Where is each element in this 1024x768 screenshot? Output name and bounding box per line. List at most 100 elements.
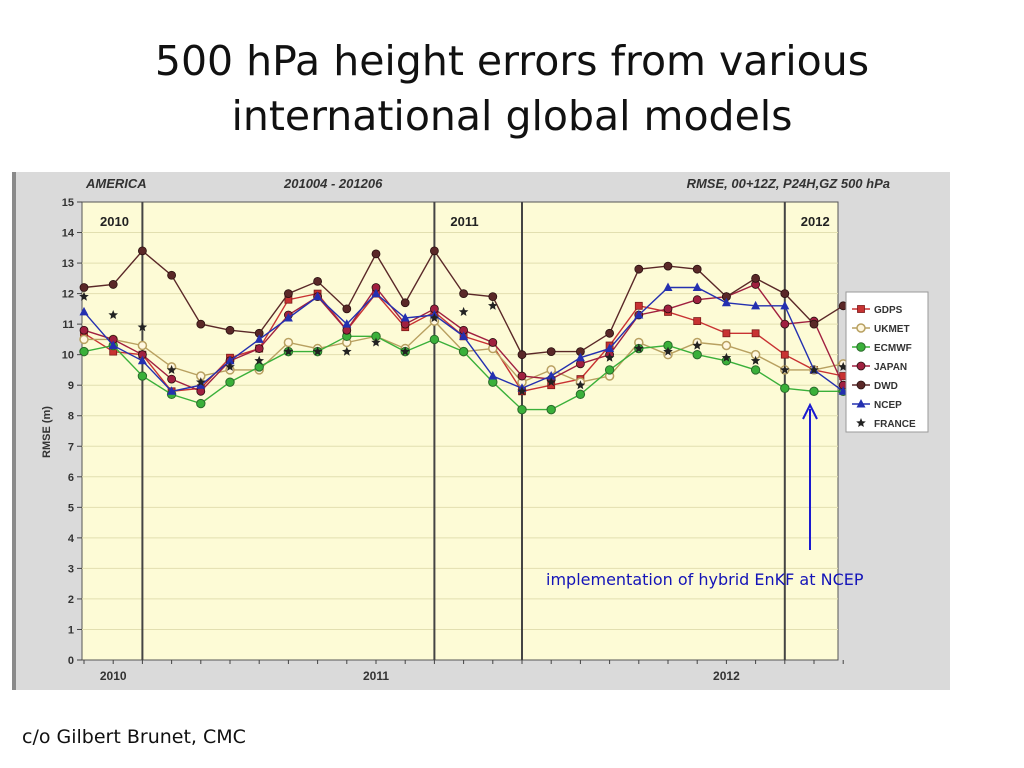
- data-point-dwd-15: [517, 350, 527, 360]
- data-point-ecmwf-18: [604, 365, 615, 375]
- data-point-ecmwf-6: [254, 362, 264, 372]
- data-point-france-1: [108, 310, 118, 319]
- data-point-ecmwf-2: [137, 371, 148, 381]
- data-point-ncep-19: [634, 309, 644, 319]
- chart-left-edge: [12, 172, 16, 690]
- y-tick-label-5: 5: [68, 502, 74, 514]
- data-point-france-16: [546, 377, 556, 387]
- data-point-dwd-3: [167, 270, 177, 280]
- data-point-ukmet-0: [79, 334, 89, 345]
- legend-marker-dwd: [856, 380, 866, 390]
- series-ncep: [79, 282, 848, 395]
- data-point-ncep-22: [721, 297, 731, 307]
- y-tick-label-12: 12: [62, 289, 74, 301]
- data-point-dwd-12: [429, 246, 439, 256]
- y-tick-label-1: 1: [68, 624, 74, 636]
- data-point-ncep-11: [400, 313, 410, 322]
- data-point-dwd-4: [196, 319, 206, 329]
- data-point-ncep-24: [780, 300, 790, 310]
- x-tick-label-2010: 2010: [100, 669, 127, 683]
- data-point-ncep-14: [488, 371, 498, 380]
- data-point-france-23: [750, 355, 761, 365]
- data-point-ecmwf-13: [458, 346, 469, 357]
- legend-label-dwd: DWD: [874, 381, 898, 392]
- data-point-japan-24: [780, 319, 790, 329]
- x-tick-label-2011: 2011: [363, 669, 389, 683]
- rmse-line-chart: AMERICA 201004 - 201206 RMSE, 00+12Z, P2…: [12, 172, 950, 690]
- data-point-france-15: [517, 386, 527, 396]
- data-point-dwd-23: [751, 273, 760, 283]
- y-tick-label-14: 14: [62, 228, 75, 240]
- y-tick-label-4: 4: [68, 533, 75, 545]
- credit-text: c/o Gilbert Brunet, CMC: [22, 726, 246, 748]
- legend-label-japan: JAPAN: [874, 362, 907, 373]
- x-axis: 2010 2011 2012: [100, 669, 740, 683]
- legend-marker-gdps: [857, 305, 865, 313]
- data-point-japan-3: [167, 374, 177, 384]
- data-point-france-18: [604, 352, 615, 362]
- data-point-france-19: [634, 343, 644, 353]
- data-point-france-14: [488, 300, 498, 310]
- data-point-ecmwf-25: [809, 386, 819, 397]
- data-point-dwd-7: [283, 289, 293, 298]
- data-point-france-12: [429, 313, 440, 323]
- data-point-ncep-21: [692, 282, 702, 291]
- y-tick-label-15: 15: [62, 197, 74, 209]
- chart-header-metric: RMSE, 00+12Z, P24H,GZ 500 hPa: [687, 176, 890, 191]
- data-point-ukmet-22: [721, 340, 732, 351]
- y-tick-label-9: 9: [68, 380, 74, 392]
- data-point-ncep-2: [137, 355, 147, 365]
- y-tick-label-7: 7: [68, 441, 74, 453]
- data-point-ncep-13: [459, 331, 469, 340]
- data-point-ncep-17: [575, 352, 585, 362]
- legend-label-ncep: NCEP: [874, 400, 902, 411]
- data-point-france-20: [663, 346, 673, 356]
- x-tick-label-2012: 2012: [713, 669, 740, 683]
- legend-marker-france: [856, 418, 866, 427]
- data-point-ncep-7: [283, 313, 293, 322]
- legend-marker-japan: [856, 361, 866, 371]
- data-point-france-24: [780, 364, 790, 374]
- data-point-france-11: [400, 346, 410, 356]
- data-point-ecmwf-17: [575, 389, 586, 400]
- year-marker-2011: 2011: [450, 214, 478, 229]
- data-point-japan-0: [79, 325, 89, 335]
- series-dwd: [79, 246, 848, 360]
- legend-marker-ncep: [856, 399, 866, 408]
- data-point-dwd-14: [488, 292, 498, 302]
- year-marker-2012: 2012: [801, 214, 830, 229]
- series-france: [79, 291, 848, 396]
- data-point-dwd-1: [108, 280, 118, 289]
- data-point-france-10: [371, 337, 381, 347]
- data-point-ecmwf-24: [780, 383, 790, 393]
- data-point-dwd-25: [809, 319, 819, 329]
- data-point-ukmet-7: [283, 337, 294, 348]
- year-marker-layer: 2010 2011 2012: [100, 214, 830, 229]
- data-point-france-21: [692, 340, 702, 350]
- data-point-france-0: [79, 291, 89, 301]
- data-point-dwd-16: [546, 347, 556, 357]
- data-point-france-26: [838, 361, 848, 371]
- data-point-ncep-23: [751, 300, 761, 310]
- data-point-ecmwf-16: [546, 404, 556, 415]
- data-point-japan-21: [692, 295, 702, 305]
- data-point-ecmwf-15: [517, 404, 527, 415]
- data-point-ecmwf-12: [429, 334, 440, 345]
- data-point-ncep-16: [546, 371, 556, 380]
- annotation-arrow-head: [802, 402, 818, 420]
- year-divider-layer: [141, 202, 786, 660]
- y-tick-label-6: 6: [68, 472, 74, 484]
- data-point-ncep-20: [663, 282, 673, 291]
- data-point-france-6: [254, 355, 264, 365]
- data-point-gdps-22: [722, 329, 731, 338]
- data-point-japan-20: [663, 304, 673, 314]
- data-point-dwd-10: [371, 249, 381, 259]
- year-marker-2010: 2010: [100, 214, 129, 229]
- data-point-ncep-9: [342, 319, 352, 328]
- legend-marker-ecmwf: [856, 342, 866, 352]
- chart-header-period: 201004 - 201206: [283, 176, 383, 191]
- y-tick-label-8: 8: [68, 411, 74, 423]
- data-point-ncep-8: [313, 291, 323, 301]
- data-point-ncep-3: [167, 386, 177, 395]
